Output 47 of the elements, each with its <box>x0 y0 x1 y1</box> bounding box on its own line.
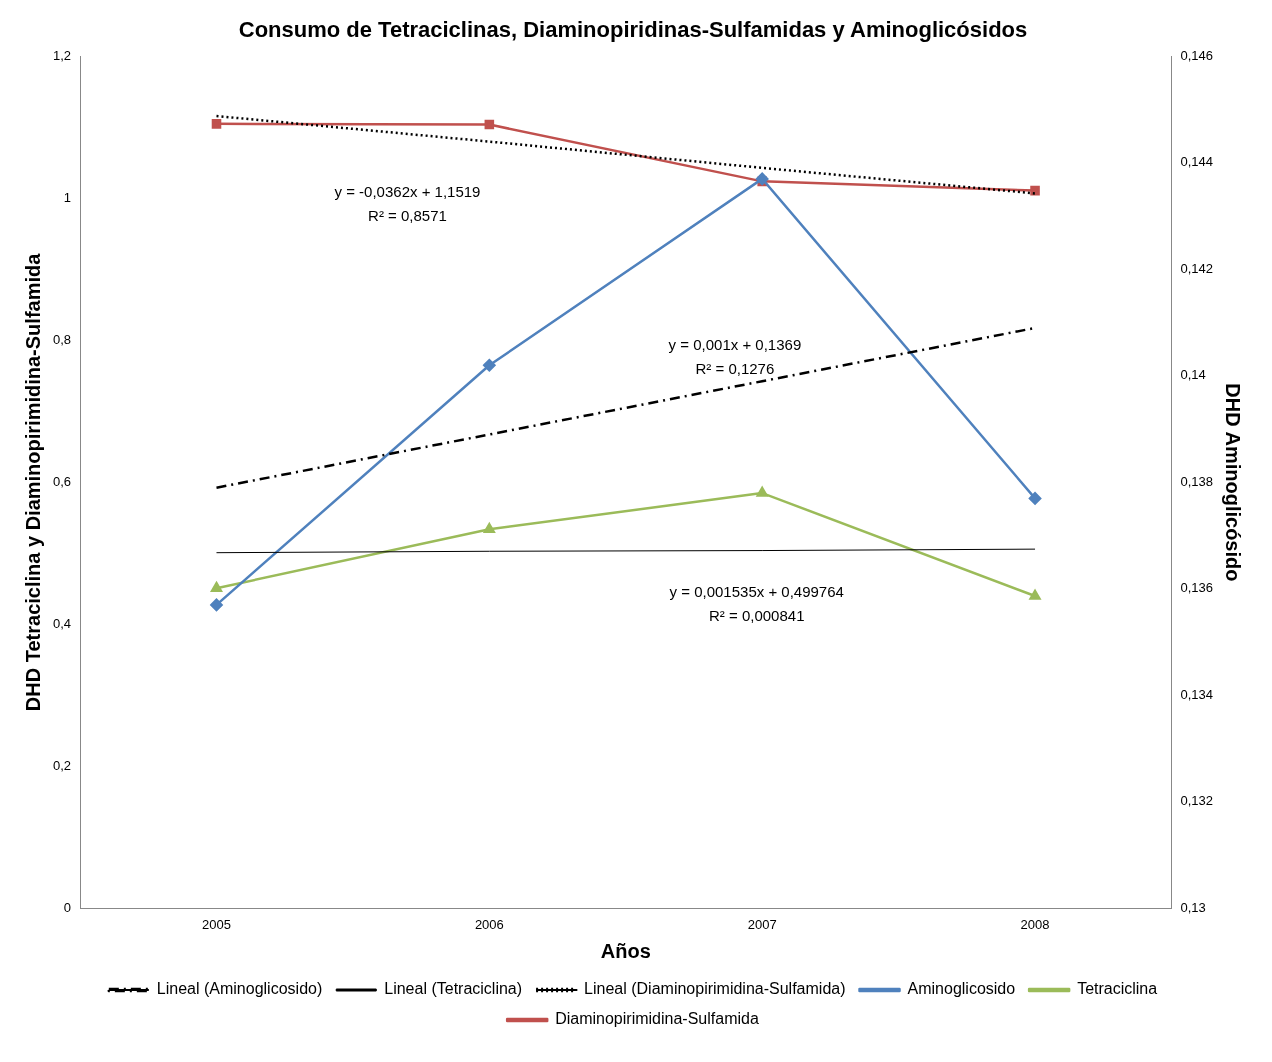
point <box>483 523 495 534</box>
y2-tick-label: 0,14 <box>1180 367 1206 383</box>
y2-axis-title: DHD Aminoglicósido <box>1222 383 1245 582</box>
legend-label: Lineal (Aminoglicosido) <box>156 980 323 998</box>
y2-tick-label: 0,138 <box>1180 473 1214 489</box>
x-tick-label: 2006 <box>474 916 504 932</box>
y-tick-label: 0 <box>63 899 72 915</box>
y-tick-label: 0,6 <box>52 473 72 489</box>
annotation: y = -0,0362x + 1,1519 <box>334 182 481 200</box>
y-tick-label: 1 <box>63 189 72 205</box>
y-tick-label: 0,4 <box>52 615 72 631</box>
x-tick-label: 2005 <box>202 916 231 932</box>
y2-tick-label: 0,146 <box>1180 47 1214 63</box>
y2-tick-label: 0,132 <box>1180 793 1214 809</box>
annotation: R² = 0,1276 <box>695 360 775 378</box>
point <box>484 119 495 130</box>
y2-tick-label: 0,136 <box>1180 580 1214 596</box>
y2-tick-label: 0,142 <box>1180 260 1214 276</box>
y2-tick-label: 0,134 <box>1180 686 1214 702</box>
y-tick-label: 1,2 <box>52 47 72 63</box>
legend-label: Aminoglicosido <box>907 980 1016 998</box>
point <box>1028 492 1042 505</box>
x-tick-label: 2008 <box>1020 916 1050 932</box>
point <box>755 172 769 186</box>
y2-tick-label: 0,13 <box>1180 899 1206 915</box>
point <box>1029 589 1041 600</box>
y-axis-title: DHD Tetraciclina y Diaminopirimidina-Sulfamida <box>21 252 44 712</box>
x-tick-label: 2007 <box>747 916 777 932</box>
y-tick-label: 0,2 <box>52 757 72 773</box>
legend-label: Lineal (Diaminopirimidina-Sulfamida) <box>584 980 846 998</box>
y2-tick-label: 0,144 <box>1180 154 1214 170</box>
point <box>210 598 223 612</box>
annotation: R² = 0,8571 <box>368 206 447 224</box>
legend-label: Lineal (Tetraciclina) <box>384 980 523 998</box>
point <box>483 359 496 372</box>
y-tick-label: 0,8 <box>52 331 72 347</box>
annotation: y = 0,001x + 0,1369 <box>668 336 802 354</box>
point <box>211 119 222 129</box>
x-axis-title: Años <box>600 939 651 962</box>
legend-label: Tetraciclina <box>1077 980 1158 998</box>
annotation: R² = 0,000841 <box>708 607 805 625</box>
point <box>210 581 223 592</box>
annotation: y = 0,001535x + 0,499764 <box>669 583 844 601</box>
point <box>756 486 768 497</box>
legend-label: Diaminopirimidina-Sulfamida <box>555 1010 759 1028</box>
chart-title: Consumo de Tetraciclinas, Diaminopiridinas-Sulfamidas y Aminoglicósidos <box>238 17 1028 43</box>
point <box>1030 185 1040 196</box>
